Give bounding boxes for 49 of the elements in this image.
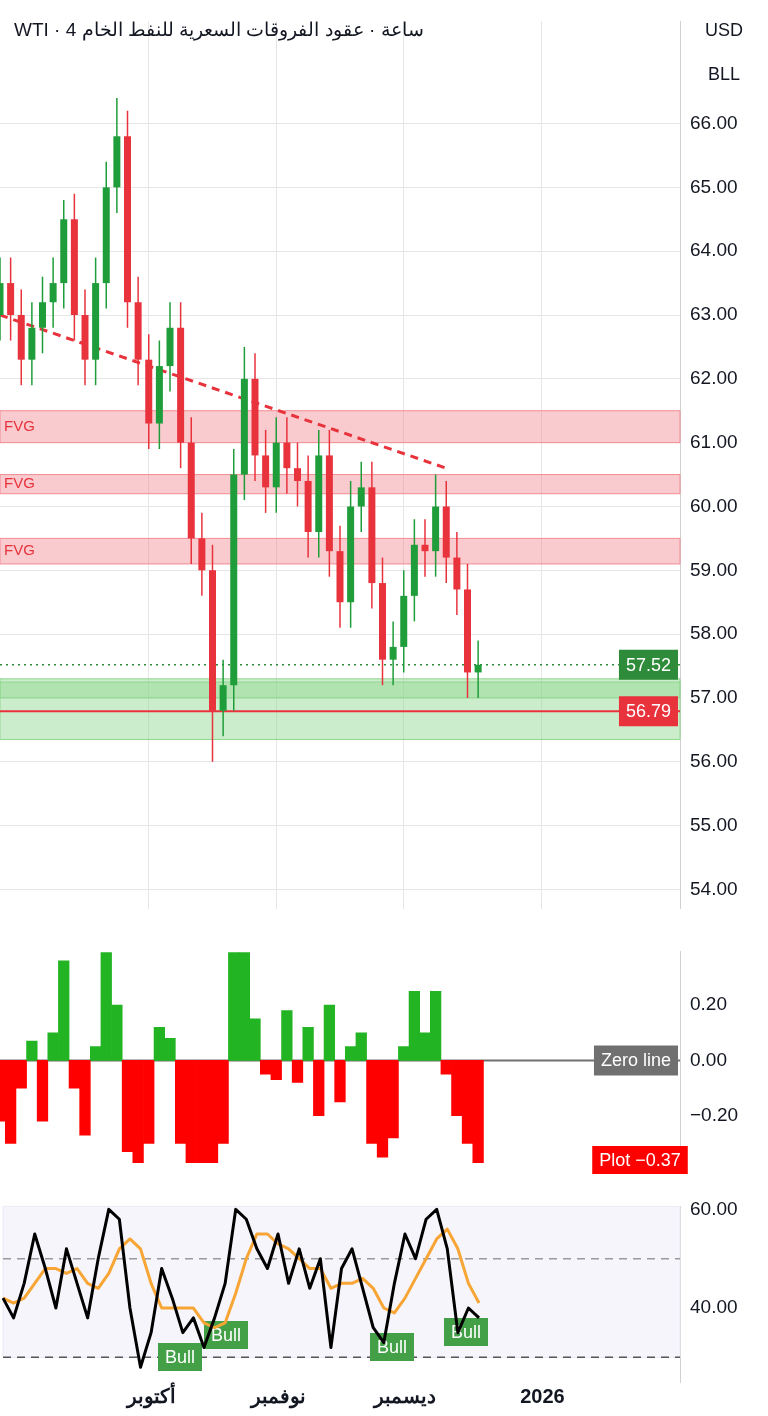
band-label: FVG: [4, 416, 35, 434]
y-tick-label: 55.00: [690, 813, 738, 835]
bar: [334, 1060, 346, 1103]
bar: [323, 1004, 336, 1061]
y-tick-label: −0.20: [690, 1103, 739, 1125]
x-tick-label: نوفمبر: [248, 1384, 306, 1409]
band-label: FVG: [4, 474, 35, 492]
y-tick-label: 63.00: [690, 303, 738, 325]
y-tick-label: 61.00: [690, 430, 738, 452]
candlestick: [49, 256, 57, 329]
ref-line-label: 57.52: [625, 654, 671, 675]
chart-title: WTI · 4 ساعة · عقود الفروقات السعرية للنفط الخام: [14, 18, 424, 41]
candlestick: [421, 518, 429, 578]
y-tick-label: 56.00: [690, 750, 738, 772]
text: USD: [704, 19, 744, 40]
y-tick-label: 64.00: [690, 239, 738, 261]
ref-line-label: Zero line: [600, 1050, 671, 1071]
bar: [281, 1010, 293, 1061]
y-tick-label: 62.00: [690, 367, 738, 389]
candlestick: [389, 620, 397, 686]
x-tick-label: 2026: [520, 1384, 565, 1407]
bar: [313, 1060, 325, 1117]
y-tick-label: 0.20: [690, 993, 727, 1015]
y-tick-label: 58.00: [690, 622, 738, 644]
y-tick-label: 60.00: [690, 1197, 738, 1219]
annotation: Bull: [164, 1346, 196, 1367]
ref-line-label: 56.79: [625, 701, 671, 722]
bar: [291, 1060, 304, 1083]
annotation: Bull: [210, 1324, 242, 1345]
y-tick-label: 0.00: [690, 1048, 727, 1070]
candlestick: [357, 461, 365, 533]
bar: [26, 1040, 38, 1061]
y-tick-label: 40.00: [690, 1296, 738, 1318]
x-tick-label: أكتوبر: [124, 1381, 176, 1409]
band-label: FVG: [4, 541, 35, 559]
text: BLL: [707, 63, 741, 84]
y-tick-label: 57.00: [690, 686, 738, 708]
annotation: Plot −0.37: [599, 1149, 681, 1170]
x-tick-label: ديسمبر: [371, 1384, 436, 1409]
y-tick-label: 66.00: [690, 111, 738, 133]
bar: [302, 1026, 314, 1061]
candlestick: [294, 441, 301, 508]
y-tick-label: 59.00: [690, 558, 738, 580]
annotation: Bull: [376, 1336, 408, 1357]
candlestick: [474, 639, 482, 699]
y-tick-label: 54.00: [690, 877, 738, 899]
y-tick-label: 65.00: [690, 175, 738, 197]
bar: [36, 1060, 49, 1122]
y-tick-label: 60.00: [690, 494, 738, 516]
